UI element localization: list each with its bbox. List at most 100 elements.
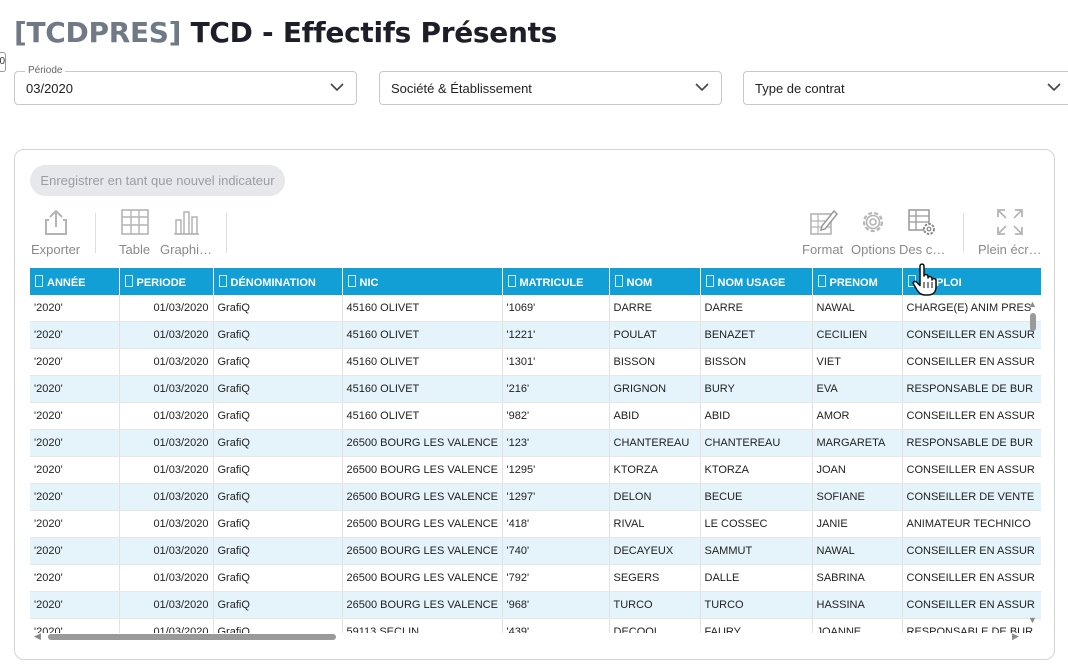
table-cell[interactable]: 01/03/2020 bbox=[119, 510, 214, 538]
table-cell[interactable]: 01/03/2020 bbox=[119, 483, 214, 511]
table-cell[interactable]: GrafiQ bbox=[213, 429, 343, 457]
table-cell[interactable]: TURCO bbox=[700, 591, 813, 619]
table-cell[interactable]: JOAN bbox=[812, 456, 903, 484]
table-cell[interactable]: '123' bbox=[502, 429, 610, 457]
edge-tag[interactable]: 0 bbox=[0, 52, 6, 72]
table-cell[interactable]: '1301' bbox=[502, 348, 610, 376]
table-cell[interactable]: '968' bbox=[502, 591, 610, 619]
table-cell[interactable]: '740' bbox=[502, 537, 610, 565]
table-cell[interactable]: '2020' bbox=[30, 295, 120, 322]
table-cell[interactable]: BISSON bbox=[700, 348, 813, 376]
table-cell[interactable]: BISSON bbox=[609, 348, 701, 376]
table-cell[interactable]: CONSEILLER EN ASSUR bbox=[902, 456, 1041, 484]
table-cell[interactable]: KTORZA bbox=[700, 456, 813, 484]
column-toggle-icon[interactable] bbox=[817, 274, 826, 287]
table-cell[interactable]: '2020' bbox=[30, 537, 120, 565]
table-row[interactable]: '2020' 01/03/2020 GrafiQ 45160 OLIVET '216' G… bbox=[30, 375, 1041, 403]
table-cell[interactable]: 26500 BOURG LES VALENCE bbox=[342, 456, 503, 484]
table-cell[interactable]: CONSEILLER EN ASSUR bbox=[902, 348, 1041, 376]
toolbar-graphique[interactable]: Graphi… bbox=[160, 207, 212, 257]
table-cell[interactable]: DARRE bbox=[700, 295, 813, 322]
table-cell[interactable]: 01/03/2020 bbox=[119, 375, 214, 403]
table-cell[interactable]: ABID bbox=[609, 402, 701, 430]
table-cell[interactable]: '2020' bbox=[30, 429, 120, 457]
table-cell[interactable]: EVA bbox=[812, 375, 903, 403]
table-cell[interactable]: '2020' bbox=[30, 510, 120, 538]
table-row[interactable]: '2020' 01/03/2020 GrafiQ 26500 BOURG LES VA… bbox=[30, 510, 1041, 538]
toolbar-format[interactable]: Format bbox=[802, 207, 843, 257]
table-cell[interactable]: 01/03/2020 bbox=[119, 402, 214, 430]
table-cell[interactable]: '2020' bbox=[30, 402, 120, 430]
table-cell[interactable]: 01/03/2020 bbox=[119, 348, 214, 376]
table-cell[interactable]: CHANTEREAU bbox=[700, 429, 813, 457]
column-header[interactable]: NIC bbox=[342, 268, 503, 295]
table-row[interactable]: '2020' 01/03/2020 GrafiQ 26500 BOURG LES VA… bbox=[30, 564, 1041, 592]
table-row[interactable]: '2020' 01/03/2020 GrafiQ 45160 OLIVET '982' A… bbox=[30, 402, 1041, 430]
table-cell[interactable]: 26500 BOURG LES VALENCE bbox=[342, 537, 503, 565]
table-cell[interactable]: RESPONSABLE DE BUR bbox=[902, 429, 1041, 457]
toolbar-plein-ecran[interactable]: Plein écr… bbox=[978, 207, 1042, 257]
table-cell[interactable]: '2020' bbox=[30, 321, 120, 349]
type-contrat-select[interactable]: Type de contrat bbox=[743, 71, 1068, 105]
table-cell[interactable]: CONSEILLER EN ASSUR bbox=[902, 537, 1041, 565]
table-cell[interactable]: GrafiQ bbox=[213, 483, 343, 511]
column-toggle-icon[interactable] bbox=[705, 274, 714, 287]
table-cell[interactable]: GrafiQ bbox=[213, 402, 343, 430]
table-row[interactable]: '2020' 01/03/2020 GrafiQ 45160 OLIVET '1301'… bbox=[30, 348, 1041, 376]
table-cell[interactable]: '982' bbox=[502, 402, 610, 430]
table-cell[interactable]: '2020' bbox=[30, 591, 120, 619]
column-header[interactable]: MATRICULE bbox=[502, 268, 610, 295]
table-cell[interactable]: SAMMUT bbox=[700, 537, 813, 565]
column-toggle-icon[interactable] bbox=[907, 274, 916, 287]
scroll-left-icon[interactable]: ◀ bbox=[34, 631, 41, 641]
table-cell[interactable]: 26500 BOURG LES VALENCE bbox=[342, 483, 503, 511]
pivot-grid[interactable]: ANNÉE PERIODE DÉNOMINATION NIC MATRICULE NOM N… bbox=[30, 268, 1041, 633]
table-cell[interactable]: '1295' bbox=[502, 456, 610, 484]
table-cell[interactable]: CHANTEREAU bbox=[609, 429, 701, 457]
table-cell[interactable]: CONSEILLER EN ASSUR bbox=[902, 321, 1041, 349]
table-cell[interactable]: 45160 OLIVET bbox=[342, 321, 503, 349]
table-cell[interactable]: 01/03/2020 bbox=[119, 537, 214, 565]
table-cell[interactable]: ABID bbox=[700, 402, 813, 430]
table-cell[interactable]: 45160 OLIVET bbox=[342, 402, 503, 430]
table-row[interactable]: '2020' 01/03/2020 GrafiQ 45160 OLIVET '1221'… bbox=[30, 321, 1041, 349]
table-cell[interactable]: 01/03/2020 bbox=[119, 321, 214, 349]
table-cell[interactable]: SOFIANE bbox=[812, 483, 903, 511]
table-cell[interactable]: 26500 BOURG LES VALENCE bbox=[342, 591, 503, 619]
table-cell[interactable]: '2020' bbox=[30, 483, 120, 511]
toolbar-table[interactable]: Table bbox=[119, 207, 150, 257]
column-header[interactable]: PRENOM bbox=[812, 268, 903, 295]
table-cell[interactable]: GrafiQ bbox=[213, 510, 343, 538]
table-cell[interactable]: KTORZA bbox=[609, 456, 701, 484]
table-cell[interactable]: CONSEILLER DE VENTE bbox=[902, 483, 1041, 511]
table-cell[interactable]: AMOR bbox=[812, 402, 903, 430]
table-cell[interactable]: 01/03/2020 bbox=[119, 429, 214, 457]
table-cell[interactable]: 01/03/2020 bbox=[119, 456, 214, 484]
column-header[interactable]: DÉNOMINATION bbox=[213, 268, 343, 295]
table-cell[interactable]: '418' bbox=[502, 510, 610, 538]
table-cell[interactable]: RESPONSABLE DE BUR bbox=[902, 618, 1041, 633]
table-cell[interactable]: DECAYEUX bbox=[609, 537, 701, 565]
periode-select[interactable]: Période 03/2020 bbox=[14, 65, 357, 105]
table-cell[interactable]: 26500 BOURG LES VALENCE bbox=[342, 510, 503, 538]
scroll-down-icon[interactable]: ▼ bbox=[1028, 615, 1037, 625]
column-toggle-icon[interactable] bbox=[347, 274, 356, 287]
table-cell[interactable]: GrafiQ bbox=[213, 295, 343, 322]
table-cell[interactable]: 01/03/2020 bbox=[119, 564, 214, 592]
table-cell[interactable]: 26500 BOURG LES VALENCE bbox=[342, 429, 503, 457]
table-row[interactable]: '2020' 01/03/2020 GrafiQ 26500 BOURG LES VA… bbox=[30, 591, 1041, 619]
table-cell[interactable]: '2020' bbox=[30, 456, 120, 484]
table-cell[interactable]: GrafiQ bbox=[213, 618, 343, 633]
table-cell[interactable]: GrafiQ bbox=[213, 321, 343, 349]
scroll-up-icon[interactable]: ▲ bbox=[1028, 299, 1037, 309]
column-toggle-icon[interactable] bbox=[35, 274, 43, 287]
table-cell[interactable]: GrafiQ bbox=[213, 375, 343, 403]
table-cell[interactable]: '2020' bbox=[30, 348, 120, 376]
table-cell[interactable]: '2020' bbox=[30, 618, 120, 633]
table-cell[interactable]: VIET bbox=[812, 348, 903, 376]
horizontal-scrollbar-thumb[interactable] bbox=[48, 634, 336, 640]
table-cell[interactable]: GrafiQ bbox=[213, 564, 343, 592]
table-cell[interactable]: DELON bbox=[609, 483, 701, 511]
table-cell[interactable]: '439' bbox=[502, 618, 610, 633]
column-header[interactable]: NOM USAGE bbox=[700, 268, 813, 295]
